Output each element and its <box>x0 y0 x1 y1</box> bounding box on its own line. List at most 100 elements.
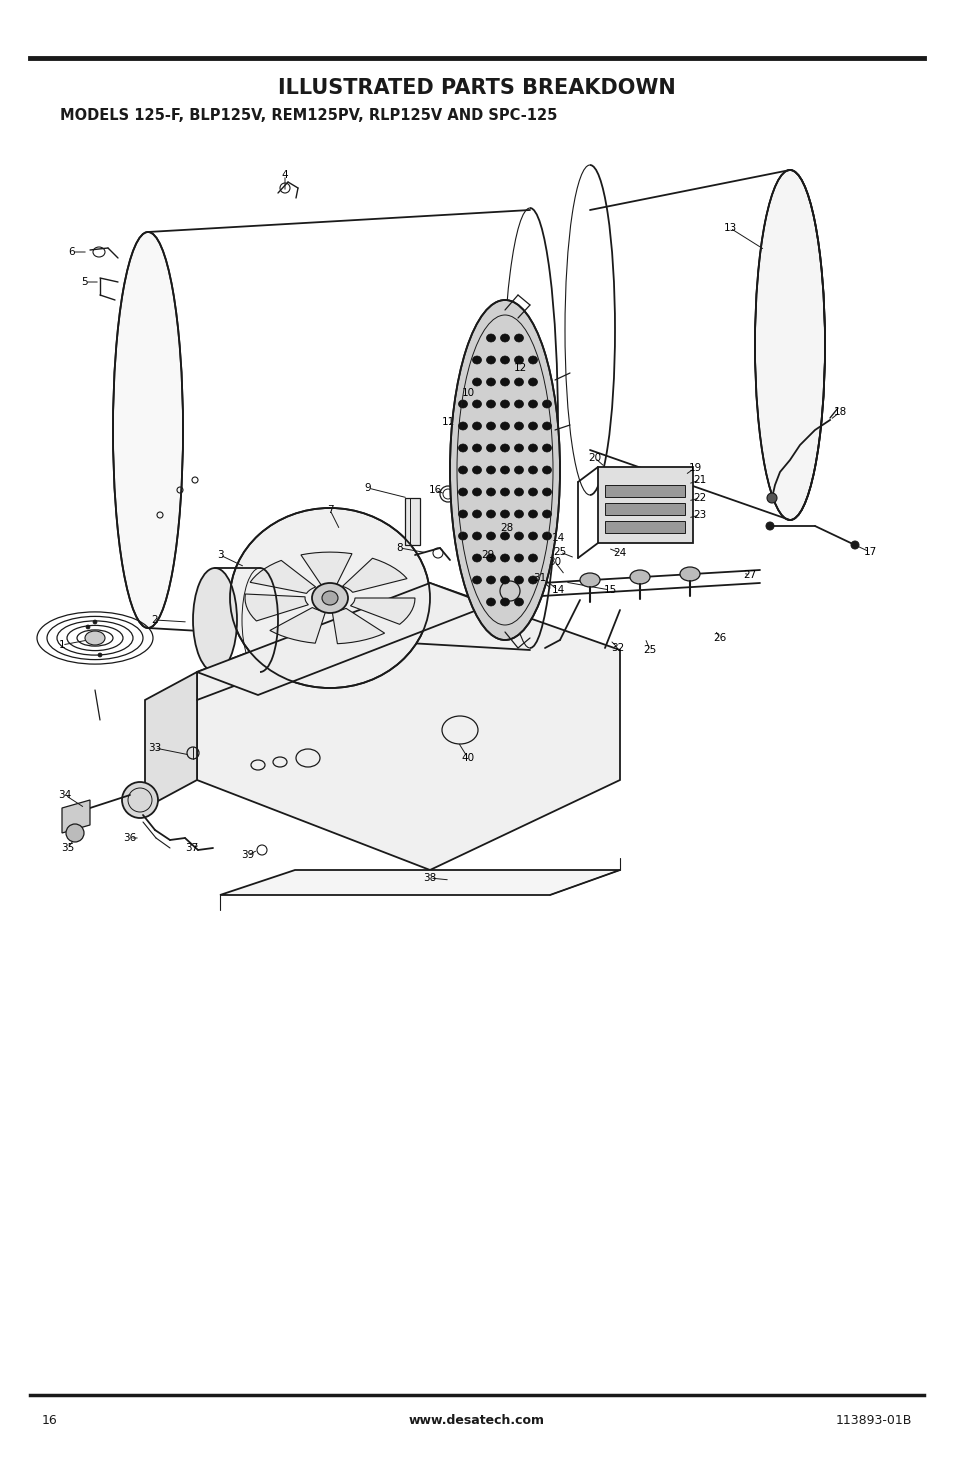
Ellipse shape <box>528 378 537 386</box>
Ellipse shape <box>500 400 509 409</box>
Text: 36: 36 <box>123 833 136 844</box>
Polygon shape <box>196 583 490 695</box>
Ellipse shape <box>542 510 551 518</box>
Text: 29: 29 <box>481 550 494 560</box>
Polygon shape <box>342 558 407 593</box>
Text: MODELS 125-F, BLP125V, REM125PV, RLP125V AND SPC-125: MODELS 125-F, BLP125V, REM125PV, RLP125V… <box>60 108 557 122</box>
Ellipse shape <box>486 597 495 606</box>
Ellipse shape <box>528 555 537 562</box>
Ellipse shape <box>486 510 495 518</box>
Polygon shape <box>350 597 415 624</box>
Ellipse shape <box>472 466 481 473</box>
Ellipse shape <box>86 625 90 628</box>
Text: 40: 40 <box>461 754 474 763</box>
Ellipse shape <box>486 422 495 431</box>
Ellipse shape <box>579 572 599 587</box>
Ellipse shape <box>486 577 495 584</box>
Ellipse shape <box>629 569 649 584</box>
Text: 8: 8 <box>396 543 403 553</box>
Ellipse shape <box>486 555 495 562</box>
Polygon shape <box>270 608 325 643</box>
Polygon shape <box>604 521 684 532</box>
Ellipse shape <box>542 444 551 451</box>
Text: 5: 5 <box>82 277 89 288</box>
Ellipse shape <box>528 488 537 496</box>
Text: 22: 22 <box>693 493 706 503</box>
Text: 34: 34 <box>58 791 71 799</box>
Ellipse shape <box>486 378 495 386</box>
Ellipse shape <box>528 466 537 473</box>
Ellipse shape <box>542 466 551 473</box>
Polygon shape <box>604 503 684 515</box>
Ellipse shape <box>679 566 700 581</box>
Ellipse shape <box>230 507 430 687</box>
Ellipse shape <box>458 400 467 409</box>
Ellipse shape <box>122 782 158 819</box>
Ellipse shape <box>458 510 467 518</box>
Ellipse shape <box>528 577 537 584</box>
Ellipse shape <box>528 510 537 518</box>
Ellipse shape <box>514 355 523 364</box>
Ellipse shape <box>514 400 523 409</box>
Ellipse shape <box>98 653 102 656</box>
Text: 15: 15 <box>602 586 616 594</box>
Ellipse shape <box>486 333 495 342</box>
Text: 27: 27 <box>742 569 756 580</box>
Ellipse shape <box>542 532 551 540</box>
Text: 37: 37 <box>185 844 198 853</box>
Ellipse shape <box>458 422 467 431</box>
Ellipse shape <box>514 333 523 342</box>
Ellipse shape <box>486 466 495 473</box>
Ellipse shape <box>458 444 467 451</box>
Text: 35: 35 <box>61 844 74 853</box>
Text: 38: 38 <box>423 873 436 884</box>
Ellipse shape <box>472 422 481 431</box>
Ellipse shape <box>500 444 509 451</box>
Ellipse shape <box>66 825 84 842</box>
Ellipse shape <box>450 299 559 640</box>
Ellipse shape <box>500 355 509 364</box>
Ellipse shape <box>514 597 523 606</box>
Ellipse shape <box>112 232 183 628</box>
Ellipse shape <box>472 355 481 364</box>
Ellipse shape <box>514 510 523 518</box>
Polygon shape <box>196 583 619 870</box>
Ellipse shape <box>486 400 495 409</box>
Text: 14: 14 <box>551 586 564 594</box>
Ellipse shape <box>542 400 551 409</box>
Ellipse shape <box>458 532 467 540</box>
Text: 10: 10 <box>461 388 474 398</box>
Ellipse shape <box>458 488 467 496</box>
Text: 19: 19 <box>688 463 700 473</box>
Ellipse shape <box>500 555 509 562</box>
Ellipse shape <box>472 400 481 409</box>
Ellipse shape <box>472 555 481 562</box>
Text: 13: 13 <box>722 223 736 233</box>
Ellipse shape <box>528 532 537 540</box>
Text: 11: 11 <box>441 417 455 426</box>
Ellipse shape <box>472 532 481 540</box>
Text: 16: 16 <box>428 485 441 496</box>
Ellipse shape <box>500 577 509 584</box>
Ellipse shape <box>500 333 509 342</box>
Ellipse shape <box>528 400 537 409</box>
Text: 25: 25 <box>642 645 656 655</box>
Polygon shape <box>62 799 90 833</box>
Text: 7: 7 <box>326 504 333 515</box>
Text: 32: 32 <box>611 643 624 653</box>
Ellipse shape <box>486 355 495 364</box>
Polygon shape <box>604 485 684 497</box>
Ellipse shape <box>514 444 523 451</box>
Ellipse shape <box>486 488 495 496</box>
Ellipse shape <box>92 620 97 624</box>
Ellipse shape <box>500 466 509 473</box>
Text: 16: 16 <box>42 1413 58 1426</box>
Text: 28: 28 <box>500 524 513 532</box>
Ellipse shape <box>500 510 509 518</box>
Ellipse shape <box>472 444 481 451</box>
Text: 1: 1 <box>59 640 65 650</box>
Ellipse shape <box>499 581 519 600</box>
Ellipse shape <box>514 577 523 584</box>
Ellipse shape <box>193 568 236 673</box>
Ellipse shape <box>514 488 523 496</box>
